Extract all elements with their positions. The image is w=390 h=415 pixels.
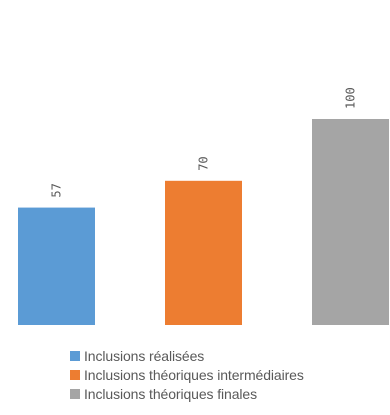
bar-intermediaires: [165, 180, 242, 325]
legend-label-finales: Inclusions théoriques finales: [84, 385, 257, 402]
legend-label-intermediaires: Inclusions théoriques intermédiaires: [84, 366, 304, 383]
legend-item-realisees: Inclusions réalisées: [70, 346, 380, 365]
data-label-realisees: 57: [50, 183, 64, 197]
legend-swatch-finales: [70, 388, 80, 399]
legend-label-realisees: Inclusions réalisées: [84, 347, 205, 364]
legend-item-intermediaires: Inclusions théoriques intermédiaires: [70, 365, 380, 384]
legend-swatch-intermediaires: [70, 369, 80, 380]
legend-item-finales: Inclusions théoriques finales: [70, 384, 380, 403]
data-label-finales: 100: [344, 87, 358, 109]
legend-swatch-realisees: [70, 350, 80, 361]
chart-legend: Inclusions réalisées Inclusions théoriqu…: [70, 346, 380, 403]
data-label-intermediaires: 70: [197, 156, 211, 170]
bar-finales: [312, 119, 389, 325]
bar-realisees: [18, 207, 95, 325]
